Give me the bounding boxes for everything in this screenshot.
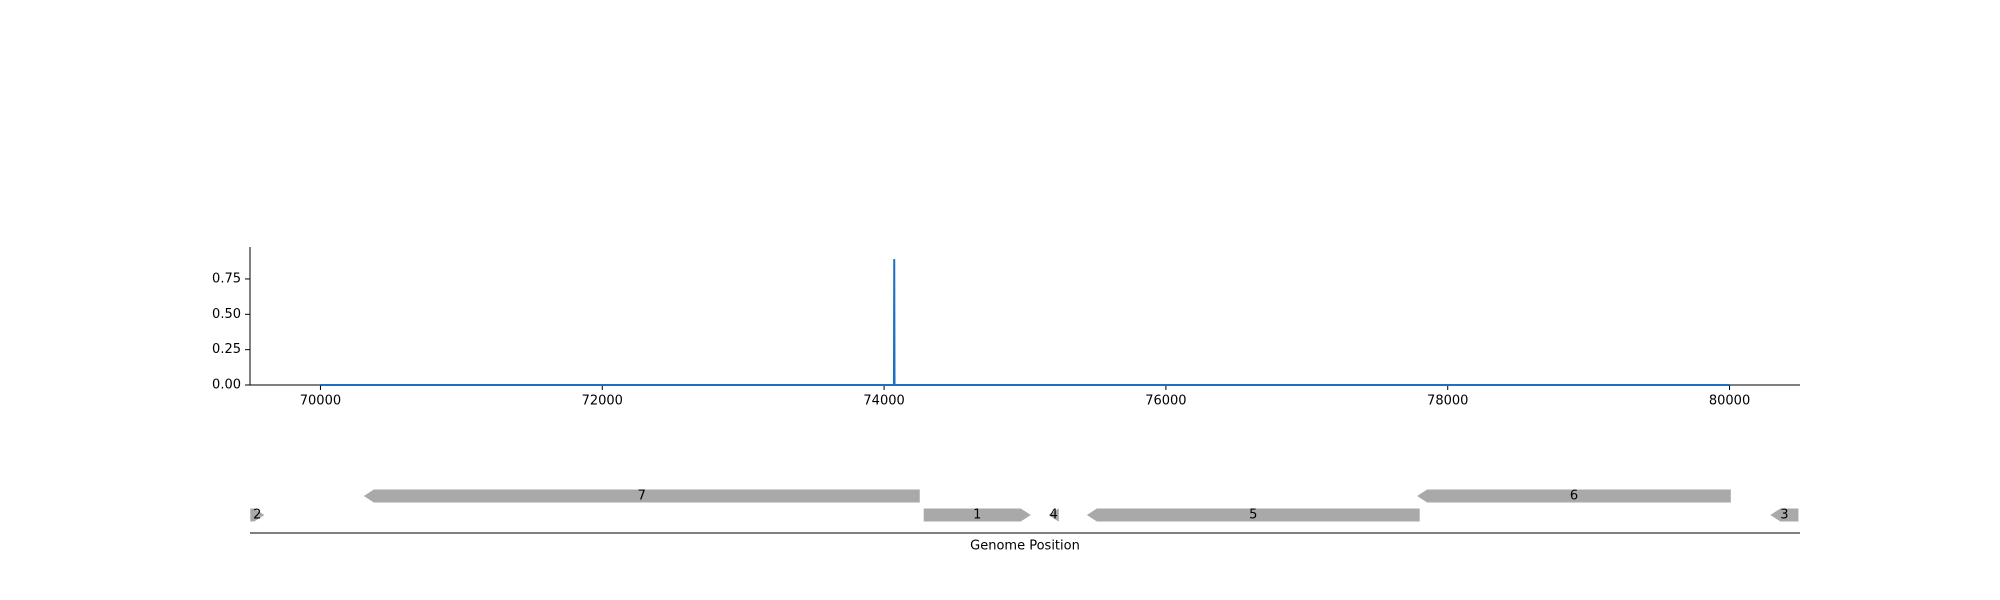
x-tick-label: 76000 [1145,394,1186,409]
gene-label: 4 [1050,508,1058,523]
gene-label: 7 [638,489,646,504]
x-axis-label: Genome Position [970,539,1080,554]
gene-feature [1086,508,1420,522]
x-tick-label: 80000 [1709,394,1750,409]
gene-label: 2 [253,508,261,523]
gene-label: 6 [1570,489,1578,504]
gene-feature [250,508,265,522]
gene-feature [923,508,1031,522]
y-tick-label: 0.25 [212,342,241,357]
x-tick-label: 78000 [1427,394,1468,409]
x-tick-label: 74000 [863,394,904,409]
gene-feature [1770,508,1799,522]
x-tick-label: 70000 [300,394,341,409]
y-tick-label: 0.00 [212,378,241,393]
data-line [320,259,1730,386]
gene-feature [1048,508,1059,522]
gene-label: 5 [1249,508,1257,523]
y-tick-label: 0.50 [212,307,241,322]
gene-label: 3 [1780,508,1788,523]
gene-feature [1417,489,1731,503]
x-tick-label: 72000 [582,394,623,409]
y-tick-label: 0.75 [212,271,241,286]
gene-feature [363,489,920,503]
gene-label: 1 [973,508,981,523]
